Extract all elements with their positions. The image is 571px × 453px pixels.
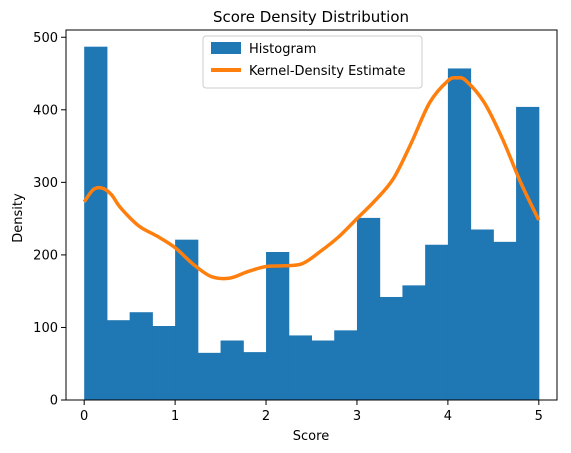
histogram-bar — [220, 340, 244, 400]
histogram-bar — [106, 320, 131, 400]
legend-frame — [202, 35, 423, 89]
histogram-bar — [266, 252, 290, 400]
histogram-bar — [516, 106, 540, 401]
x-tick-label: 0 — [80, 409, 88, 424]
histogram-bar — [447, 68, 472, 400]
x-tick-label: 3 — [353, 409, 361, 424]
histogram-bar — [379, 296, 403, 400]
legend-label-histogram: Histogram — [249, 42, 316, 57]
histogram-bar — [334, 330, 358, 400]
histogram-bar — [356, 217, 381, 400]
y-tick-label: 100 — [33, 321, 58, 336]
histogram-bar — [470, 229, 494, 400]
histogram-bar — [493, 241, 517, 400]
histogram-bar — [175, 239, 199, 400]
axes — [65, 29, 558, 401]
x-tick-label: 4 — [444, 409, 452, 424]
histogram-bar — [129, 312, 153, 400]
plot-frame — [65, 29, 558, 401]
ticks: 0 1 2 3 4 5 0 100 200 300 400 500 — [33, 31, 543, 424]
histogram-bar — [197, 352, 222, 400]
y-tick-label: 200 — [33, 248, 58, 263]
histogram-bar — [402, 285, 426, 400]
legend-label-kde: Kernel-Density Estimate — [249, 64, 406, 79]
y-tick-label: 0 — [50, 394, 58, 409]
histogram-bar — [311, 340, 335, 400]
kde-line — [82, 75, 541, 281]
y-tick-label: 400 — [33, 103, 58, 118]
y-tick-label: 300 — [33, 176, 58, 191]
histogram-bar — [152, 326, 176, 400]
legend-swatch-histogram — [211, 42, 241, 54]
x-tick-label: 1 — [171, 409, 179, 424]
chart-title: Score Density Distribution — [213, 8, 409, 26]
histogram-bar — [243, 352, 267, 400]
histogram-bar — [288, 335, 312, 400]
histogram-bar — [425, 244, 449, 400]
y-axis-label: Density — [11, 193, 26, 243]
legend: Histogram Kernel-Density Estimate — [202, 35, 423, 89]
kde-line-layer — [82, 75, 541, 281]
x-axis-label: Score — [293, 429, 329, 444]
x-tick-label: 2 — [262, 409, 270, 424]
histogram-bar — [84, 46, 108, 400]
histogram-bars — [84, 46, 540, 401]
y-tick-label: 500 — [33, 31, 58, 46]
x-tick-label: 5 — [535, 409, 543, 424]
